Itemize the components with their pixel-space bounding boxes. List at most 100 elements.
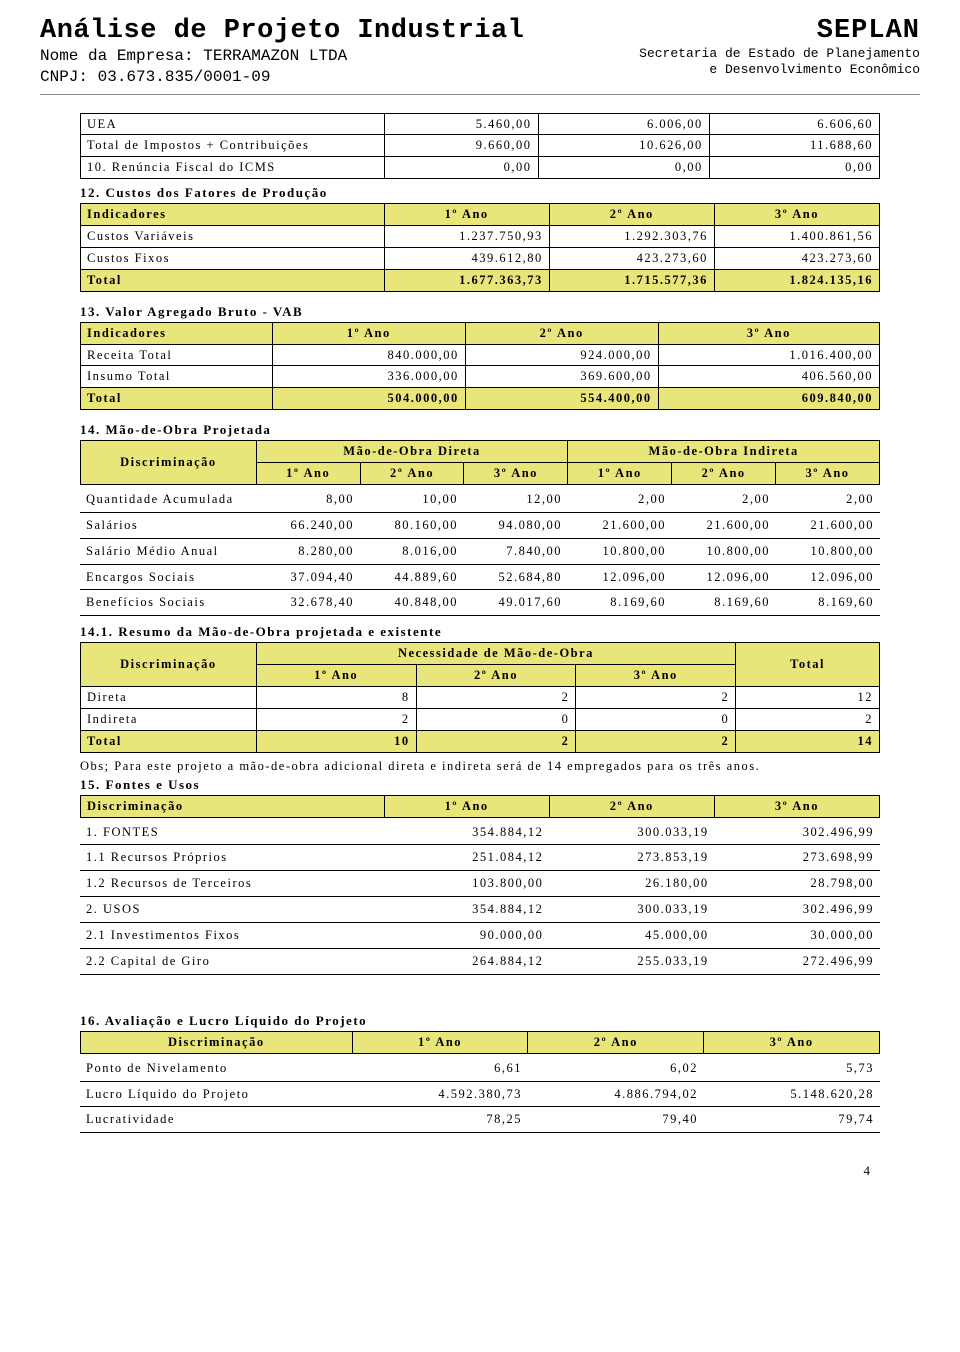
cell: 10,00: [360, 487, 464, 512]
cell: 40.848,00: [360, 590, 464, 616]
cell: 2,00: [568, 487, 672, 512]
cell: 924.000,00: [465, 344, 658, 366]
cell: Total: [81, 269, 385, 291]
table-row: Insumo Total 336.000,00 369.600,00 406.5…: [81, 366, 880, 388]
cell: 264.884,12: [384, 948, 549, 974]
cnpj-line: CNPJ: 03.673.835/0001-09: [40, 67, 524, 88]
cell: 2: [416, 730, 576, 752]
table-row: 2.2 Capital de Giro264.884,12255.033,192…: [80, 948, 880, 974]
cell: 10.800,00: [672, 538, 776, 564]
cell: 8.169,60: [568, 590, 672, 616]
cell: 12: [736, 687, 880, 709]
header-cell: Discriminação: [81, 441, 257, 485]
cell: 2: [576, 730, 736, 752]
cell: 423.273,60: [549, 247, 714, 269]
cell: 4.886.794,02: [528, 1081, 704, 1107]
cell: 2: [576, 687, 736, 709]
cell: 66.240,00: [256, 512, 360, 538]
cell: 5.460,00: [384, 113, 538, 135]
cell: 12,00: [464, 487, 568, 512]
header-cell: Discriminação: [81, 1031, 353, 1053]
header-cell: 3º Ano: [464, 463, 568, 485]
table-14: Discriminação Mão-de-Obra Direta Mão-de-…: [80, 440, 880, 485]
cell: 1.824.135,16: [714, 269, 879, 291]
cell: 8.169,60: [776, 590, 880, 616]
table-row: Ponto de Nivelamento6,616,025,73: [80, 1056, 880, 1081]
header-cell: Indicadores: [81, 322, 273, 344]
section-12-title: 12. Custos dos Fatores de Produção: [80, 185, 880, 201]
cell: 423.273,60: [714, 247, 879, 269]
table-row: Custos Fixos 439.612,80 423.273,60 423.2…: [81, 247, 880, 269]
table-16-head: Discriminação 1º Ano 2º Ano 3º Ano: [80, 1031, 880, 1054]
cell: 6,61: [352, 1056, 528, 1081]
table-row: Encargos Sociais37.094,4044.889,6052.684…: [80, 564, 880, 590]
header-cell: Mão-de-Obra Direta: [256, 441, 568, 463]
header-cell: 2º Ano: [465, 322, 658, 344]
cell: Total: [81, 388, 273, 410]
cell: Quantidade Acumulada: [80, 487, 256, 512]
cell: 8.169,60: [672, 590, 776, 616]
header-cell: Discriminação: [81, 795, 385, 817]
cell: 2: [736, 708, 880, 730]
table-row: Salários66.240,0080.160,0094.080,0021.60…: [80, 512, 880, 538]
cnpj-label: CNPJ:: [40, 68, 88, 86]
cell: 11.688,60: [709, 135, 879, 157]
header-cell: 2º Ano: [528, 1031, 704, 1053]
cell: Total de Impostos + Contribuições: [81, 135, 385, 157]
header-cell: 2º Ano: [549, 795, 714, 817]
cell: 1.715.577,36: [549, 269, 714, 291]
cell: 354.884,12: [384, 820, 549, 845]
cell: 103.800,00: [384, 871, 549, 897]
cell: 9.660,00: [384, 135, 538, 157]
cell: 2: [416, 687, 576, 709]
table-14-body: Quantidade Acumulada8,0010,0012,002,002,…: [80, 487, 880, 616]
section-13-title: 13. Valor Agregado Bruto - VAB: [80, 304, 880, 320]
header-cell: 1º Ano: [256, 463, 360, 485]
cell: 26.180,00: [549, 871, 714, 897]
cell: Encargos Sociais: [80, 564, 256, 590]
table-row: Lucro Líquido do Projeto4.592.380,734.88…: [80, 1081, 880, 1107]
cell: 8.280,00: [256, 538, 360, 564]
cell: 79,74: [704, 1107, 880, 1133]
table-row: Custos Variáveis 1.237.750,93 1.292.303,…: [81, 226, 880, 248]
cell: 12.096,00: [776, 564, 880, 590]
cell: 6.606,60: [709, 113, 879, 135]
cell: Insumo Total: [81, 366, 273, 388]
cell: 5,73: [704, 1056, 880, 1081]
table-row: Salário Médio Anual8.280,008.016,007.840…: [80, 538, 880, 564]
cell: 32.678,40: [256, 590, 360, 616]
table-row: 1. FONTES354.884,12300.033,19302.496,99: [80, 820, 880, 845]
cell: 1.2 Recursos de Terceiros: [80, 871, 384, 897]
cell: 44.889,60: [360, 564, 464, 590]
cell: 79,40: [528, 1107, 704, 1133]
header-cell: 3º Ano: [658, 322, 879, 344]
cell: 0: [416, 708, 576, 730]
cell: 10.626,00: [538, 135, 709, 157]
header-cell: Necessidade de Mão-de-Obra: [256, 643, 735, 665]
cell: Indireta: [81, 708, 257, 730]
cell: Ponto de Nivelamento: [80, 1056, 352, 1081]
section-141-title: 14.1. Resumo da Mão-de-Obra projetada e …: [80, 624, 880, 640]
seplan-logo: SEPLAN: [639, 16, 920, 46]
cell: 6,02: [528, 1056, 704, 1081]
table-row: Benefícios Sociais32.678,4040.848,0049.0…: [80, 590, 880, 616]
cell: 0,00: [709, 157, 879, 179]
cell: 1.016.400,00: [658, 344, 879, 366]
cell: 2: [256, 708, 416, 730]
header-cell: 3º Ano: [704, 1031, 880, 1053]
header-cell: 3º Ano: [714, 204, 879, 226]
table-15-head: Discriminação 1º Ano 2º Ano 3º Ano: [80, 795, 880, 818]
cell: Benefícios Sociais: [80, 590, 256, 616]
cell: Direta: [81, 687, 257, 709]
cell: 8: [256, 687, 416, 709]
header-cell: 1º Ano: [384, 795, 549, 817]
cell: 336.000,00: [272, 366, 465, 388]
table-header-row: Indicadores 1º Ano 2º Ano 3º Ano: [81, 322, 880, 344]
table-row: Total de Impostos + Contribuições 9.660,…: [81, 135, 880, 157]
content: UEA 5.460,00 6.006,00 6.606,60 Total de …: [40, 113, 920, 1134]
cell: 0,00: [538, 157, 709, 179]
page-number: 4: [40, 1163, 920, 1179]
cell: 406.560,00: [658, 366, 879, 388]
header-cell: 1º Ano: [272, 322, 465, 344]
table-row: 1.2 Recursos de Terceiros103.800,0026.18…: [80, 871, 880, 897]
